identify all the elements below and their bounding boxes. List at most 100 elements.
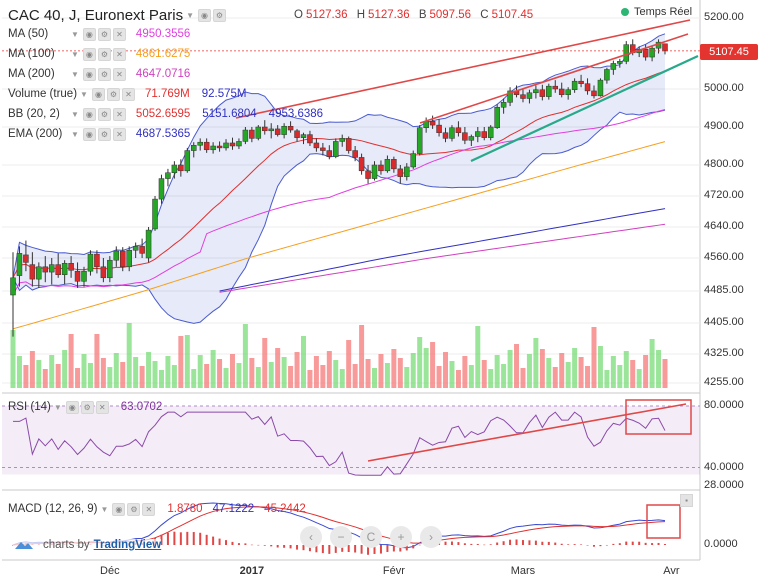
ema200-line [219, 208, 666, 292]
volume-bar [94, 334, 100, 388]
settings-icon[interactable]: ⚙ [97, 127, 111, 141]
candle-body [533, 89, 539, 94]
candle-body [68, 263, 74, 271]
close-icon[interactable]: ✕ [112, 27, 126, 41]
tradingview-link[interactable]: TradingView [93, 539, 162, 551]
volume-bar [75, 368, 81, 388]
volume-bar [300, 336, 306, 388]
eye-icon[interactable]: ◉ [82, 67, 96, 81]
status-dot-icon [621, 8, 629, 16]
settings-icon[interactable]: ⚙ [97, 27, 111, 41]
volume-bar [55, 364, 61, 388]
candle-body [287, 125, 294, 131]
nav-button[interactable]: + [390, 526, 412, 548]
macd-histogram-bar [289, 545, 292, 549]
close-icon[interactable]: ✕ [112, 107, 126, 121]
macd-histogram-bar [599, 545, 602, 547]
candle-body [384, 159, 391, 172]
volume-bar [249, 358, 255, 388]
settings-icon[interactable]: ⚙ [80, 400, 94, 414]
x-tick-label: Avr [663, 565, 680, 577]
y-tick-label: 5200.00 [704, 11, 744, 23]
volume-bar [417, 337, 423, 388]
volume-bar [107, 367, 113, 388]
chevron-down-icon[interactable]: ▼ [100, 504, 109, 514]
indicator-name: BB (20, 2) [8, 108, 60, 120]
settings-icon[interactable]: ⚙ [127, 502, 141, 516]
chevron-down-icon[interactable]: ▼ [71, 129, 79, 139]
pane-settings-icon[interactable]: ▪ [680, 494, 693, 507]
settings-icon[interactable]: ⚙ [106, 87, 120, 101]
eye-icon[interactable]: ◉ [82, 27, 96, 41]
tradingview-branding[interactable]: charts by TradingView [13, 539, 162, 551]
candle-body [203, 141, 210, 151]
chevron-down-icon[interactable]: ▼ [71, 69, 79, 79]
candle-body [281, 125, 287, 135]
volume-bar [262, 338, 268, 388]
close-icon[interactable]: ✕ [95, 400, 109, 414]
chevron-down-icon[interactable]: ▼ [80, 89, 88, 99]
close-icon[interactable]: ✕ [112, 127, 126, 141]
settings-icon[interactable]: ⚙ [97, 67, 111, 81]
candle-body [487, 126, 494, 138]
indicator-value: 5052.6595 [135, 108, 191, 120]
indicator-name: MA (50) [8, 28, 49, 40]
macd-histogram-bar [328, 545, 331, 554]
chevron-down-icon[interactable]: ▼ [53, 402, 62, 412]
nav-button[interactable]: › [420, 526, 442, 548]
volume-bar [520, 368, 526, 388]
chevron-down-icon[interactable]: ▼ [71, 49, 79, 59]
candle-body [139, 246, 145, 254]
volume-bar [572, 348, 578, 388]
eye-icon[interactable]: ◉ [198, 8, 211, 22]
candle-body [216, 145, 223, 149]
volume-bar [204, 364, 210, 388]
nav-button[interactable]: − [330, 526, 352, 548]
x-tick-label: 2017 [239, 565, 265, 577]
chevron-down-icon[interactable]: ▼ [186, 10, 194, 20]
volume-bar [352, 364, 358, 388]
macd-histogram-bar [405, 545, 408, 551]
macd-histogram-bar [418, 544, 421, 546]
indicator-name: MA (200) [8, 68, 55, 80]
close-icon[interactable]: ✕ [112, 47, 126, 61]
nav-button[interactable]: ‹ [300, 526, 322, 548]
eye-icon[interactable]: ◉ [91, 87, 105, 101]
realtime-badge: Temps Réel [621, 6, 692, 18]
close-icon[interactable]: ✕ [121, 87, 135, 101]
candle-body [48, 264, 55, 273]
macd-histogram-bar [560, 543, 563, 545]
settings-icon[interactable]: ⚙ [97, 47, 111, 61]
candle-body [571, 80, 578, 91]
volume-bar [552, 367, 558, 388]
eye-icon[interactable]: ◉ [65, 400, 79, 414]
nav-button[interactable]: C [360, 526, 382, 548]
settings-icon[interactable]: ⚙ [213, 8, 226, 22]
volume-bar [139, 366, 145, 388]
macd-histogram-bar [586, 545, 589, 546]
candle-body [584, 83, 591, 92]
eye-icon[interactable]: ◉ [82, 107, 96, 121]
volume-bar [16, 356, 22, 388]
indicator-values: 4950.3556 [136, 28, 202, 40]
eye-icon[interactable]: ◉ [82, 47, 96, 61]
close-icon[interactable]: ✕ [142, 502, 156, 516]
settings-icon[interactable]: ⚙ [97, 107, 111, 121]
chevron-down-icon[interactable]: ▼ [71, 29, 79, 39]
volume-bar [36, 360, 42, 388]
candle-body [558, 88, 565, 95]
candle-body [546, 85, 552, 97]
volume-bar [559, 353, 565, 388]
macd-histogram-bar [567, 544, 570, 545]
indicator-row: EMA (200) ▼ ◉ ⚙ ✕ 4687.5365 [8, 125, 202, 143]
volume-bar [436, 366, 442, 388]
macd-histogram-bar [212, 536, 215, 545]
chevron-down-icon[interactable]: ▼ [71, 109, 79, 119]
close-icon[interactable]: ✕ [112, 67, 126, 81]
eye-icon[interactable]: ◉ [82, 127, 96, 141]
eye-icon[interactable]: ◉ [112, 502, 126, 516]
indicator-value: 4687.5365 [135, 128, 191, 140]
low-label: B [418, 9, 427, 21]
